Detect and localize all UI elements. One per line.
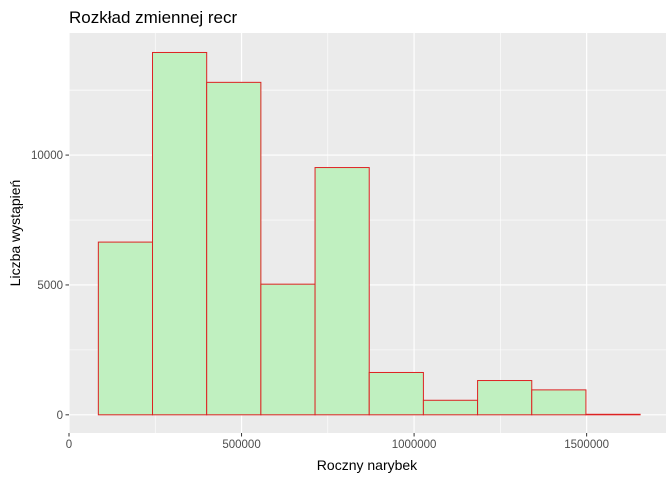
histogram-bar-7 bbox=[422, 399, 479, 416]
x-tick-label: 1500000 bbox=[564, 439, 609, 451]
chart-title: Rozkład zmiennej recr bbox=[69, 8, 238, 27]
x-tick-label: 500000 bbox=[222, 439, 260, 451]
x-tick-label: 1000000 bbox=[392, 439, 437, 451]
y-axis-ticks: 0 5000 10000 bbox=[31, 150, 69, 422]
histogram-bar-4 bbox=[260, 283, 316, 416]
histogram-bar-5 bbox=[314, 167, 370, 416]
x-tick-label: 0 bbox=[66, 439, 72, 451]
y-tick-label: 5000 bbox=[37, 280, 63, 292]
histogram-bar-2 bbox=[152, 51, 208, 416]
y-tick-label: 0 bbox=[57, 410, 63, 422]
histogram-bar-8 bbox=[477, 380, 533, 416]
x-axis-ticks: 0 500000 1000000 1500000 bbox=[66, 433, 609, 451]
histogram-bar-1 bbox=[97, 241, 154, 416]
y-tick-label: 10000 bbox=[31, 150, 63, 162]
histogram-bar-10 bbox=[585, 413, 641, 416]
x-axis-title: Roczny narybek bbox=[317, 457, 418, 473]
histogram-bar-9 bbox=[531, 389, 587, 416]
histogram-bar-3 bbox=[206, 81, 262, 416]
y-axis-title: Liczba wystąpień bbox=[7, 180, 23, 287]
histogram-bar-6 bbox=[368, 371, 424, 416]
histogram-bars bbox=[97, 51, 641, 416]
